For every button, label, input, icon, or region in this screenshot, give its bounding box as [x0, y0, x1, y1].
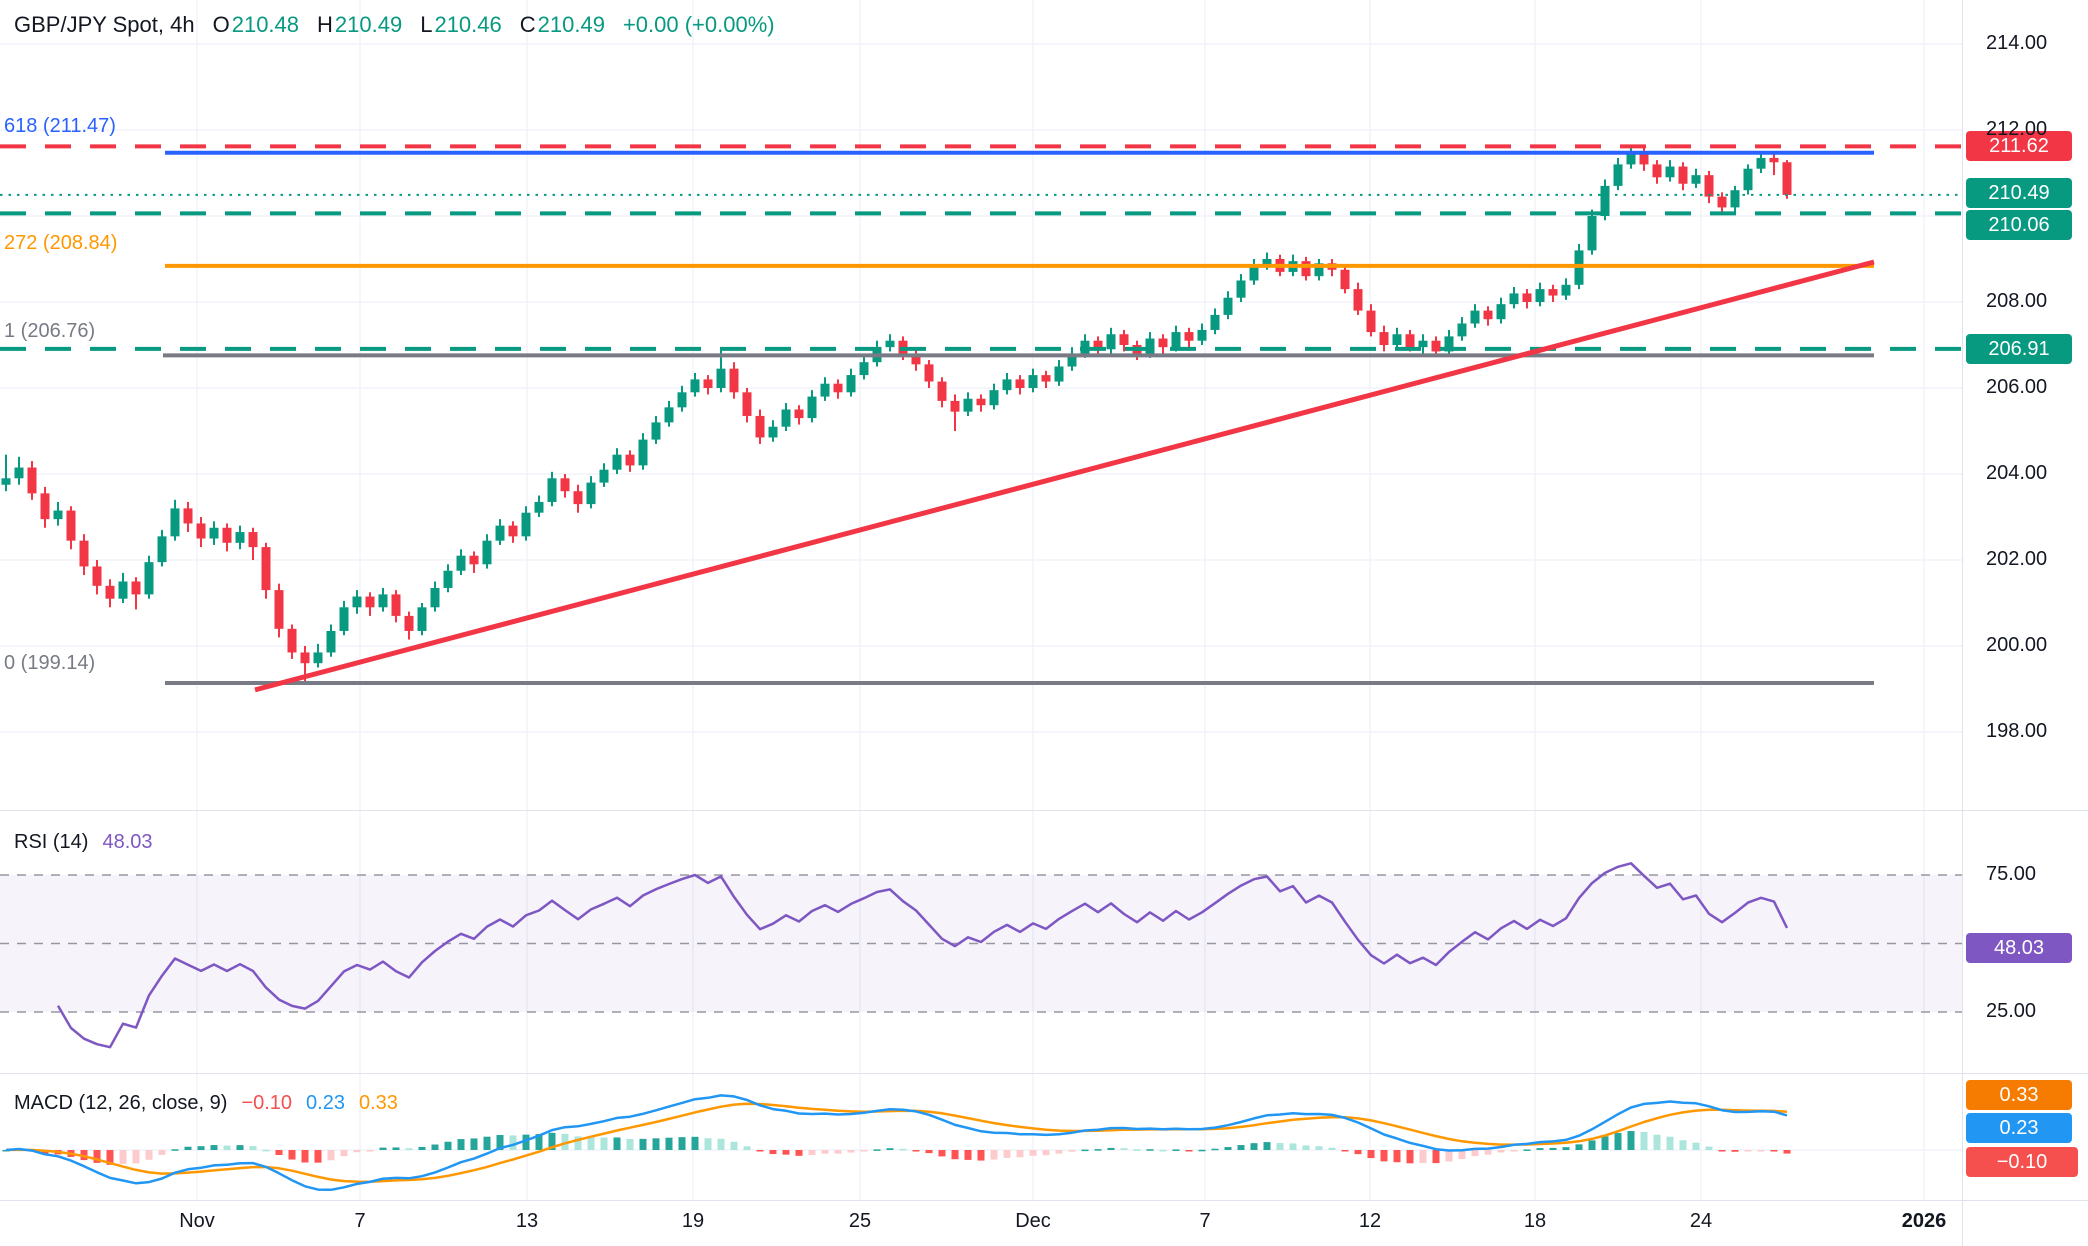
- divider-time-axis: [0, 1200, 2088, 1201]
- rsi-label[interactable]: RSI (14): [14, 831, 89, 853]
- time-axis-label: 19: [681, 1210, 705, 1232]
- price-axis-label: 208.00: [1986, 290, 2048, 312]
- divider-price-axis: [1962, 0, 1963, 1246]
- price-axis-label: 212.00: [1986, 118, 2048, 140]
- close-value: C 210.49: [519, 12, 605, 37]
- time-axis-label: Nov: [179, 1210, 215, 1232]
- time-axis-label: 13: [515, 1210, 539, 1232]
- high-value: H 210.49: [317, 12, 403, 37]
- rsi-badge: 48.03: [1966, 933, 2072, 963]
- macd-line-value: 0.23: [306, 1092, 345, 1114]
- open-value: O 210.48: [212, 12, 300, 37]
- low-value: L 210.46: [420, 12, 502, 37]
- price-axis-label: 198.00: [1986, 720, 2048, 742]
- price-axis-label: 204.00: [1986, 462, 2048, 484]
- time-axis-label: 12: [1358, 1210, 1382, 1232]
- time-axis-label: 25: [848, 1210, 872, 1232]
- change-value: +0.00 (+0.00%): [622, 12, 775, 37]
- divider-rsi-macd[interactable]: [0, 1073, 2088, 1074]
- time-axis-label: 7: [354, 1210, 366, 1232]
- rsi-axis-label: 75.00: [1986, 863, 2037, 885]
- macd-signal-badge: 0.33: [1966, 1080, 2072, 1110]
- price-badge-resistance: 211.62: [1966, 131, 2072, 161]
- macd-hist-badge: −0.10: [1966, 1147, 2078, 1177]
- time-axis-label: 24: [1689, 1210, 1713, 1232]
- time-axis-label: Dec: [1015, 1210, 1051, 1232]
- rsi-current-value: 48.03: [102, 831, 153, 853]
- rsi-header: RSI (14) 48.03: [14, 831, 153, 854]
- macd-signal-value: 0.33: [358, 1092, 398, 1114]
- price-badge-last-price: 210.49: [1966, 178, 2072, 208]
- macd-label[interactable]: MACD (12, 26, close, 9): [14, 1092, 228, 1114]
- price-axis-label: 214.00: [1986, 32, 2048, 54]
- divider-main-rsi[interactable]: [0, 810, 2088, 811]
- fib-label-1: 1 (206.76): [4, 320, 96, 342]
- price-badge-level-206-91: 206.91: [1966, 334, 2072, 364]
- fib-label-618: 618 (211.47): [4, 115, 116, 137]
- time-axis-label: 7: [1199, 1210, 1211, 1232]
- price-axis-label: 206.00: [1986, 376, 2048, 398]
- time-axis-label: 2026: [1901, 1210, 1947, 1232]
- symbol-title[interactable]: GBP/JPY Spot, 4h: [14, 12, 195, 37]
- macd-line-badge: 0.23: [1966, 1113, 2072, 1143]
- fib-label-0: 0 (199.14): [4, 652, 96, 674]
- price-badge-level-210-06: 210.06: [1966, 210, 2072, 240]
- macd-hist-value: −0.10: [241, 1092, 293, 1114]
- fib-label-272: 272 (208.84): [4, 232, 118, 254]
- macd-header: MACD (12, 26, close, 9) −0.10 0.23 0.33: [14, 1092, 398, 1115]
- rsi-axis-label: 25.00: [1986, 1000, 2037, 1022]
- chart-legend: GBP/JPY Spot, 4h O 210.48 H 210.49 L 210.46…: [14, 12, 775, 38]
- price-axis-label: 202.00: [1986, 548, 2048, 570]
- price-axis-label: 200.00: [1986, 634, 2048, 656]
- time-axis-label: 18: [1523, 1210, 1547, 1232]
